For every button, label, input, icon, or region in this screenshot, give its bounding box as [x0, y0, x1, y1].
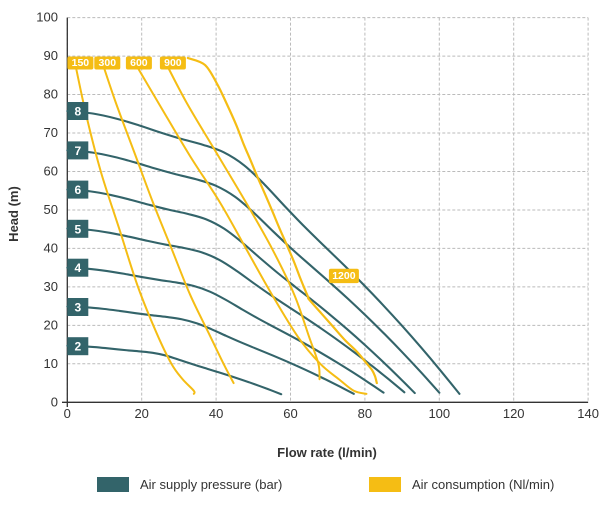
svg-text:Air supply pressure (bar): Air supply pressure (bar): [140, 477, 282, 492]
svg-text:140: 140: [577, 406, 599, 421]
svg-text:30: 30: [44, 279, 58, 294]
svg-text:4: 4: [74, 261, 81, 275]
svg-text:Air consumption (Nl/min): Air consumption (Nl/min): [412, 477, 554, 492]
svg-text:600: 600: [130, 57, 148, 69]
svg-text:0: 0: [64, 406, 71, 421]
svg-text:40: 40: [44, 240, 58, 255]
svg-text:900: 900: [164, 57, 182, 69]
svg-text:80: 80: [44, 87, 58, 102]
svg-text:60: 60: [44, 164, 58, 179]
svg-text:40: 40: [209, 406, 223, 421]
svg-text:150: 150: [72, 57, 90, 69]
svg-text:90: 90: [44, 48, 58, 63]
svg-text:1200: 1200: [332, 270, 356, 282]
svg-text:20: 20: [44, 317, 58, 332]
svg-text:60: 60: [283, 406, 297, 421]
svg-text:100: 100: [428, 406, 450, 421]
svg-text:Flow rate (l/min): Flow rate (l/min): [277, 445, 377, 460]
svg-text:300: 300: [99, 57, 117, 69]
svg-text:20: 20: [134, 406, 148, 421]
svg-text:100: 100: [36, 10, 58, 25]
svg-text:0: 0: [51, 394, 58, 409]
svg-text:6: 6: [74, 183, 81, 197]
svg-text:70: 70: [44, 125, 58, 140]
svg-text:80: 80: [358, 406, 372, 421]
svg-text:Head (m): Head (m): [6, 186, 21, 242]
svg-text:2: 2: [74, 340, 81, 354]
svg-text:10: 10: [44, 356, 58, 371]
svg-text:3: 3: [74, 301, 81, 315]
svg-text:5: 5: [74, 222, 81, 236]
svg-text:50: 50: [44, 202, 58, 217]
svg-text:120: 120: [503, 406, 525, 421]
svg-text:8: 8: [74, 105, 81, 119]
svg-text:7: 7: [74, 144, 81, 158]
